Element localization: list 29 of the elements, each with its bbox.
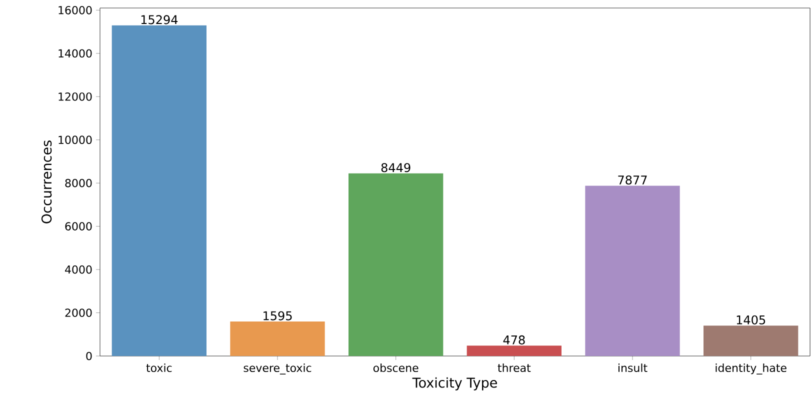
y-tick-label: 10000 xyxy=(58,136,92,144)
bar xyxy=(112,25,207,356)
data-label: 478 xyxy=(503,335,525,344)
bar xyxy=(348,173,444,356)
y-tick-label: 2000 xyxy=(65,308,92,317)
y-tick-label: 0 xyxy=(86,352,92,360)
y-tick-label: 14000 xyxy=(58,49,92,58)
x-tick-label: severe_toxic xyxy=(244,364,312,374)
bar xyxy=(466,346,562,356)
y-tick-label: 8000 xyxy=(65,178,92,188)
x-tick-label: identity_hate xyxy=(716,364,786,374)
data-label: 15294 xyxy=(141,15,178,24)
y-tick-label: 16000 xyxy=(58,6,92,14)
bar xyxy=(230,322,325,356)
y-tick-label: 4000 xyxy=(65,265,92,274)
bar xyxy=(585,186,680,356)
bar xyxy=(704,326,798,356)
y-axis-title: Occurrences xyxy=(41,140,52,224)
data-label: 7877 xyxy=(618,175,647,185)
data-label: 1405 xyxy=(736,315,766,324)
x-tick-label: threat xyxy=(498,364,531,372)
x-axis-title: Toxicity Type xyxy=(412,377,497,390)
x-tick-label: insult xyxy=(618,364,648,372)
data-label: 1595 xyxy=(264,311,292,320)
y-tick-label: 6000 xyxy=(65,222,92,230)
data-label: 8449 xyxy=(381,163,410,172)
x-tick-label: toxic xyxy=(146,364,172,372)
y-tick-label: 12000 xyxy=(58,92,92,101)
x-tick-label: obscene xyxy=(373,364,418,372)
